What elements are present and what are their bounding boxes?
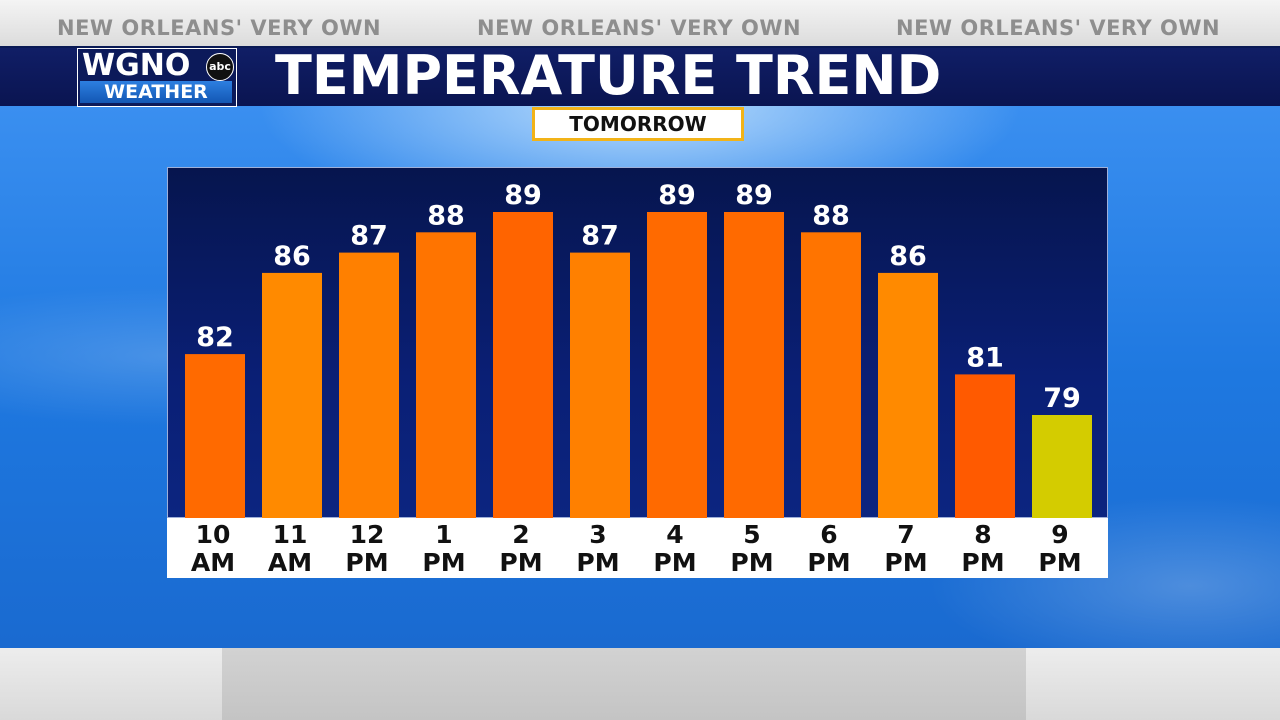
bar-5-pm: [724, 212, 784, 518]
x-tick-label: AM: [191, 548, 235, 577]
x-tick-label: 10: [196, 520, 231, 549]
bar-11-am: [262, 272, 322, 518]
x-tick-label: PM: [961, 548, 1004, 577]
tagline-center: NEW ORLEANS' VERY OWN: [477, 16, 802, 40]
bar-value-label: 86: [889, 241, 927, 272]
tagline-strip: [0, 0, 1280, 46]
bar-1-pm: [416, 232, 476, 519]
x-tick-label: 9: [1051, 520, 1068, 549]
x-tick-label: PM: [807, 548, 850, 577]
bar-9-pm: [1032, 415, 1092, 518]
x-tick-label: 5: [743, 520, 760, 549]
bar-10-am: [185, 354, 245, 518]
x-tick-label: 3: [589, 520, 606, 549]
subtitle-badge: TOMORROW: [532, 107, 744, 141]
logo-weather-label: WEATHER: [80, 81, 232, 103]
page-title: TEMPERATURE TREND: [275, 44, 942, 107]
x-tick-label: 12: [350, 520, 385, 549]
bar-value-label: 79: [1043, 383, 1081, 414]
logo-brand: WGNO: [82, 48, 191, 83]
chart-plot-area: [167, 167, 1108, 518]
bar-7-pm: [878, 272, 938, 518]
x-tick-label: PM: [422, 548, 465, 577]
x-tick-label: 8: [974, 520, 991, 549]
bar-value-label: 87: [581, 221, 619, 252]
bar-4-pm: [647, 212, 707, 518]
x-tick-label: PM: [730, 548, 773, 577]
bar-8-pm: [955, 374, 1015, 518]
bar-value-label: 82: [196, 322, 234, 353]
x-tick-label: AM: [268, 548, 312, 577]
tagline-left: NEW ORLEANS' VERY OWN: [57, 16, 382, 40]
tagline-right: NEW ORLEANS' VERY OWN: [896, 16, 1221, 40]
x-tick-label: 4: [666, 520, 683, 549]
x-axis-band: [167, 518, 1108, 578]
bar-value-label: 88: [427, 200, 465, 231]
x-tick-label: PM: [653, 548, 696, 577]
bar-3-pm: [570, 252, 630, 518]
x-tick-label: PM: [576, 548, 619, 577]
bottom-panel: [222, 648, 1026, 720]
x-tick-label: 2: [512, 520, 529, 549]
bar-6-pm: [801, 232, 861, 519]
x-tick-label: PM: [1038, 548, 1081, 577]
bar-value-label: 89: [658, 180, 696, 211]
x-tick-label: 11: [273, 520, 308, 549]
bar-2-pm: [493, 212, 553, 518]
bar-value-label: 89: [735, 180, 773, 211]
x-tick-label: PM: [499, 548, 542, 577]
station-logo: WGNO abc WEATHER: [77, 48, 237, 107]
bar-value-label: 81: [966, 342, 1004, 373]
x-tick-label: 7: [897, 520, 914, 549]
bar-value-label: 87: [350, 221, 388, 252]
x-tick-label: 6: [820, 520, 837, 549]
bar-value-label: 86: [273, 241, 311, 272]
x-tick-label: 1: [435, 520, 452, 549]
bar-value-label: 89: [504, 180, 542, 211]
network-logo-icon: abc: [206, 53, 234, 81]
x-tick-label: PM: [884, 548, 927, 577]
x-tick-label: PM: [345, 548, 388, 577]
bar-value-label: 88: [812, 200, 850, 231]
bar-12-pm: [339, 252, 399, 518]
